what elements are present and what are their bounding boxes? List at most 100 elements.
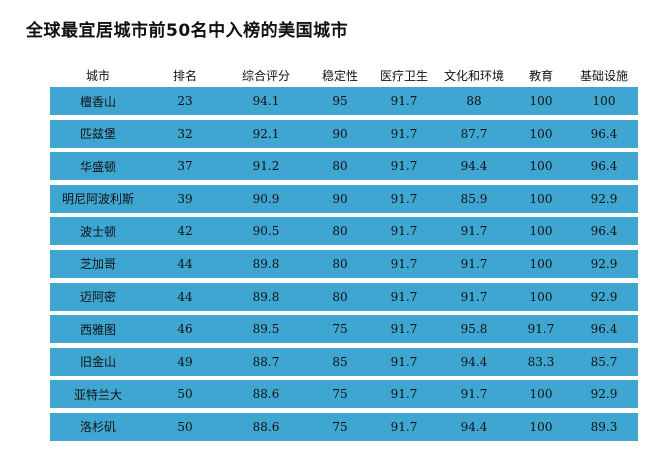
value-cell: 50 xyxy=(146,387,224,401)
value-cell: 95.8 xyxy=(436,322,512,336)
value-cell: 92.1 xyxy=(224,127,308,141)
value-cell: 92.9 xyxy=(570,387,638,401)
value-cell: 100 xyxy=(512,159,570,173)
table-body: 檀香山 23 94.1 95 91.7 88 100 100 匹兹堡 32 92.1 90 91.7 87… xyxy=(50,87,638,441)
value-cell: 94.4 xyxy=(436,159,512,173)
value-cell: 89.3 xyxy=(570,420,638,434)
value-cell: 91.7 xyxy=(372,159,436,173)
value-cell: 100 xyxy=(512,192,570,206)
value-cell: 80 xyxy=(308,224,372,238)
city-cell: 波士顿 xyxy=(50,223,146,240)
value-cell: 96.4 xyxy=(570,159,638,173)
table-row: 洛杉矶 50 88.6 75 91.7 94.4 100 89.3 xyxy=(50,413,638,441)
value-cell: 75 xyxy=(308,387,372,401)
city-cell: 亚特兰大 xyxy=(50,386,146,403)
value-cell: 91.7 xyxy=(372,192,436,206)
value-cell: 88.6 xyxy=(224,420,308,434)
column-header: 文化和环境 xyxy=(436,67,512,84)
column-header: 综合评分 xyxy=(224,67,308,84)
value-cell: 80 xyxy=(308,159,372,173)
value-cell: 88.6 xyxy=(224,387,308,401)
city-cell: 迈阿密 xyxy=(50,288,146,305)
value-cell: 91.7 xyxy=(512,322,570,336)
value-cell: 100 xyxy=(512,257,570,271)
value-cell: 100 xyxy=(512,94,570,108)
city-cell: 旧金山 xyxy=(50,353,146,370)
value-cell: 96.4 xyxy=(570,322,638,336)
value-cell: 87.7 xyxy=(436,127,512,141)
value-cell: 89.5 xyxy=(224,322,308,336)
column-header: 基础设施 xyxy=(570,67,638,84)
value-cell: 85.9 xyxy=(436,192,512,206)
value-cell: 100 xyxy=(512,420,570,434)
table-header-row: 城市 排名 综合评分 稳定性 医疗卫生 文化和环境 教育 基础设施 xyxy=(50,63,638,87)
value-cell: 91.7 xyxy=(372,322,436,336)
city-cell: 芝加哥 xyxy=(50,255,146,272)
value-cell: 100 xyxy=(512,387,570,401)
table-row: 芝加哥 44 89.8 80 91.7 91.7 100 92.9 xyxy=(50,250,638,278)
value-cell: 96.4 xyxy=(570,127,638,141)
value-cell: 94.4 xyxy=(436,355,512,369)
column-header: 稳定性 xyxy=(308,67,372,84)
value-cell: 80 xyxy=(308,257,372,271)
value-cell: 85.7 xyxy=(570,355,638,369)
value-cell: 91.7 xyxy=(372,355,436,369)
table-row: 明尼阿波利斯 39 90.9 90 91.7 85.9 100 92.9 xyxy=(50,185,638,213)
value-cell: 50 xyxy=(146,420,224,434)
value-cell: 91.7 xyxy=(436,224,512,238)
value-cell: 46 xyxy=(146,322,224,336)
data-table: 城市 排名 综合评分 稳定性 医疗卫生 文化和环境 教育 基础设施 檀香山 23 94.1 95 91… xyxy=(50,63,638,446)
value-cell: 92.9 xyxy=(570,257,638,271)
table-row: 匹兹堡 32 92.1 90 91.7 87.7 100 96.4 xyxy=(50,120,638,148)
value-cell: 92.9 xyxy=(570,192,638,206)
value-cell: 91.7 xyxy=(372,257,436,271)
column-header: 教育 xyxy=(512,67,570,84)
city-cell: 匹兹堡 xyxy=(50,125,146,142)
value-cell: 91.7 xyxy=(436,387,512,401)
value-cell: 100 xyxy=(512,224,570,238)
value-cell: 39 xyxy=(146,192,224,206)
value-cell: 23 xyxy=(146,94,224,108)
table-row: 波士顿 42 90.5 80 91.7 91.7 100 96.4 xyxy=(50,217,638,245)
value-cell: 32 xyxy=(146,127,224,141)
value-cell: 91.2 xyxy=(224,159,308,173)
value-cell: 90.9 xyxy=(224,192,308,206)
value-cell: 88 xyxy=(436,94,512,108)
value-cell: 91.7 xyxy=(372,94,436,108)
city-cell: 华盛顿 xyxy=(50,158,146,175)
value-cell: 44 xyxy=(146,290,224,304)
value-cell: 91.7 xyxy=(372,224,436,238)
table-row: 檀香山 23 94.1 95 91.7 88 100 100 xyxy=(50,87,638,115)
value-cell: 83.3 xyxy=(512,355,570,369)
value-cell: 37 xyxy=(146,159,224,173)
value-cell: 91.7 xyxy=(436,257,512,271)
value-cell: 44 xyxy=(146,257,224,271)
value-cell: 95 xyxy=(308,94,372,108)
value-cell: 75 xyxy=(308,420,372,434)
value-cell: 100 xyxy=(512,290,570,304)
value-cell: 42 xyxy=(146,224,224,238)
column-header: 医疗卫生 xyxy=(372,67,436,84)
value-cell: 100 xyxy=(570,94,638,108)
value-cell: 88.7 xyxy=(224,355,308,369)
city-cell: 明尼阿波利斯 xyxy=(50,190,146,207)
value-cell: 85 xyxy=(308,355,372,369)
value-cell: 49 xyxy=(146,355,224,369)
value-cell: 94.1 xyxy=(224,94,308,108)
value-cell: 91.7 xyxy=(372,290,436,304)
value-cell: 89.8 xyxy=(224,257,308,271)
value-cell: 91.7 xyxy=(372,387,436,401)
table-row: 西雅图 46 89.5 75 91.7 95.8 91.7 96.4 xyxy=(50,315,638,343)
value-cell: 90 xyxy=(308,192,372,206)
table-row: 亚特兰大 50 88.6 75 91.7 91.7 100 92.9 xyxy=(50,380,638,408)
value-cell: 75 xyxy=(308,322,372,336)
column-header: 城市 xyxy=(50,67,146,84)
value-cell: 89.8 xyxy=(224,290,308,304)
value-cell: 90.5 xyxy=(224,224,308,238)
value-cell: 91.7 xyxy=(372,420,436,434)
value-cell: 91.7 xyxy=(372,127,436,141)
chart-title: 全球最宜居城市前50名中入榜的美国城市 xyxy=(26,16,348,41)
table-row: 旧金山 49 88.7 85 91.7 94.4 83.3 85.7 xyxy=(50,348,638,376)
value-cell: 90 xyxy=(308,127,372,141)
table-row: 迈阿密 44 89.8 80 91.7 91.7 100 92.9 xyxy=(50,283,638,311)
